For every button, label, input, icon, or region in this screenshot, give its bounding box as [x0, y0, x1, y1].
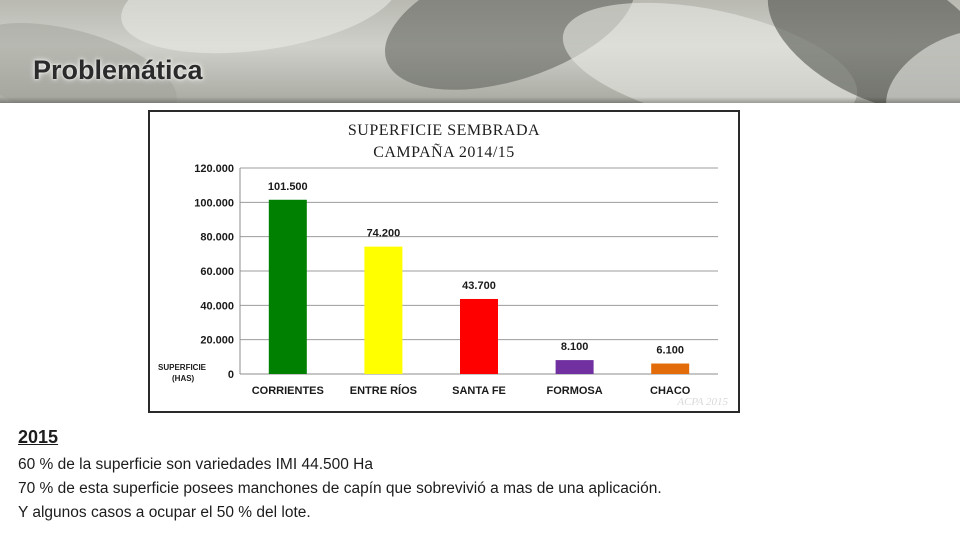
note-line: Y algunos casos a ocupar el 50 % del lot… — [18, 504, 311, 521]
bar — [268, 199, 307, 374]
y-axis-label-unit: (HAS) — [172, 374, 195, 383]
chart-plot: 0 20.000 40.000 60.000 80.000 100.000 120.000 S… — [158, 163, 718, 397]
slide-title: Problemática — [33, 55, 203, 85]
y-tick-label: 120.000 — [194, 163, 234, 175]
y-tick-label: 40.000 — [200, 300, 234, 312]
note-line: 60 % de la superficie son variedades IMI… — [18, 456, 373, 473]
data-label: 6.100 — [656, 345, 684, 357]
bar — [460, 298, 498, 374]
x-tick-label: CHACO — [650, 385, 691, 397]
bar — [364, 246, 403, 374]
y-tick-label: 0 — [228, 369, 234, 381]
chart-title: SUPERFICIE SEMBRADA — [347, 122, 541, 139]
x-tick-label: CORRIENTES — [252, 385, 324, 397]
y-tick-label: 20.000 — [200, 335, 234, 347]
bar — [555, 360, 594, 374]
note-line: 70 % de esta superficie posees manchones… — [18, 480, 662, 497]
data-label: 74.200 — [367, 228, 401, 240]
x-tick-label: ENTRE RÍOS — [350, 384, 417, 397]
data-label: 8.100 — [561, 341, 589, 353]
y-tick-label: 80.000 — [200, 232, 234, 244]
data-label: 43.700 — [462, 280, 496, 292]
y-axis-label: SUPERFICIE — [158, 363, 207, 372]
y-tick-label: 60.000 — [200, 266, 234, 278]
notes-block: 2015 60 % de la superficie son variedade… — [18, 427, 662, 525]
chart-source: ACPA 2015 — [677, 396, 728, 408]
year-heading: 2015 — [18, 427, 59, 447]
y-tick-label: 100.000 — [194, 197, 234, 209]
header-banner — [0, 0, 960, 103]
bar-chart: SUPERFICIE SEMBRADA CAMPAÑA 2014/15 0 20.… — [148, 110, 740, 413]
data-label: 101.500 — [268, 181, 308, 193]
x-tick-label: SANTA FE — [452, 385, 506, 397]
bar — [651, 363, 690, 374]
x-tick-label: FORMOSA — [546, 385, 602, 397]
chart-subtitle: CAMPAÑA 2014/15 — [373, 144, 515, 161]
